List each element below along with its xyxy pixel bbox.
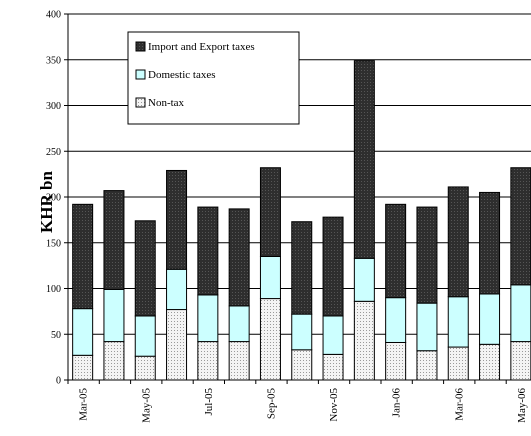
bar-segment: [197, 341, 219, 381]
bar-segment: [510, 284, 531, 343]
x-tick-label: Mar-05: [78, 388, 90, 421]
x-tick-label: Sep-05: [265, 388, 277, 420]
bar-segment: [510, 167, 531, 286]
y-tick-label: 150: [46, 238, 61, 249]
y-tick-label: 350: [46, 55, 61, 66]
x-tick-label: May-06: [516, 388, 528, 423]
bar-segment: [103, 288, 125, 343]
bar-segment: [228, 208, 250, 307]
legend-swatch: [135, 97, 146, 108]
bar-segment: [353, 300, 375, 381]
bar-segment: [72, 203, 94, 310]
bar-segment: [259, 167, 281, 257]
bar-segment: [134, 355, 156, 381]
bar-segment: [322, 315, 344, 355]
x-tick-labels: Mar-05 May-05 Jul-05 Sep-05 Nov-05 Jan-06 Mar-…: [78, 388, 528, 423]
bar-segment: [385, 203, 407, 299]
bar-segment: [322, 353, 344, 381]
bar-segment: [166, 309, 188, 381]
y-tick-label: 50: [51, 330, 61, 341]
bar-segment: [259, 255, 281, 300]
bar-segment: [447, 186, 469, 298]
y-tick-labels: 0 50 100 150 200 250 300 350 400: [46, 10, 61, 387]
legend-label: Non-tax: [148, 97, 185, 109]
y-tick-label: 200: [46, 193, 61, 204]
y-tick-label: 300: [46, 101, 61, 112]
bar-segment: [353, 257, 375, 302]
bar-segment: [72, 308, 94, 356]
bar-segment: [479, 343, 501, 381]
y-tick-label: 400: [46, 10, 61, 21]
bar-segment: [291, 313, 313, 351]
x-tick-label: Jan-06: [391, 388, 403, 418]
bar-segment: [510, 341, 531, 381]
y-tick-label: 100: [46, 284, 61, 295]
bar-segment: [291, 349, 313, 381]
bar-segment: [416, 350, 438, 381]
x-tick-label: Nov-05: [328, 388, 340, 422]
bar-segment: [385, 297, 407, 343]
bar-segment: [259, 298, 281, 381]
legend-swatch: [135, 69, 146, 80]
bar-segment: [416, 206, 438, 304]
x-tick-label: May-05: [140, 388, 152, 423]
x-tick-label: Jul-05: [203, 388, 215, 416]
legend-label: Import and Export taxes: [148, 41, 255, 53]
bar-segment: [322, 216, 344, 317]
bar-segment: [416, 302, 438, 352]
bar-segment: [134, 315, 156, 357]
bar-segment: [385, 341, 407, 381]
bar-segment: [134, 220, 156, 317]
y-axis-label: KHR bn: [37, 171, 56, 233]
bar-segment: [228, 341, 250, 381]
bar-segment: [447, 296, 469, 348]
legend-box: [127, 31, 300, 125]
bar-stacks: [72, 60, 531, 381]
bar-segment: [166, 268, 188, 311]
bar-segment: [197, 206, 219, 296]
bar-segment: [353, 60, 375, 259]
bar-segment: [103, 341, 125, 381]
bar-segment: [291, 221, 313, 315]
bar-segment: [479, 191, 501, 295]
bar-segment: [228, 305, 250, 343]
bar-segment: [72, 354, 94, 381]
bar-segment: [103, 190, 125, 290]
y-tick-label: 0: [56, 376, 61, 387]
axes: [64, 13, 531, 384]
bar-segment: [166, 169, 188, 270]
legend-swatch: [135, 41, 146, 52]
bar-segment: [197, 294, 219, 343]
x-tick-label: Mar-06: [453, 388, 465, 421]
bar-segment: [447, 346, 469, 381]
legend: Import and Export taxes Domestic taxes Non…: [127, 31, 300, 125]
bar-segment: [479, 293, 501, 345]
legend-label: Domestic taxes: [148, 69, 216, 81]
y-tick-label: 250: [46, 147, 61, 158]
